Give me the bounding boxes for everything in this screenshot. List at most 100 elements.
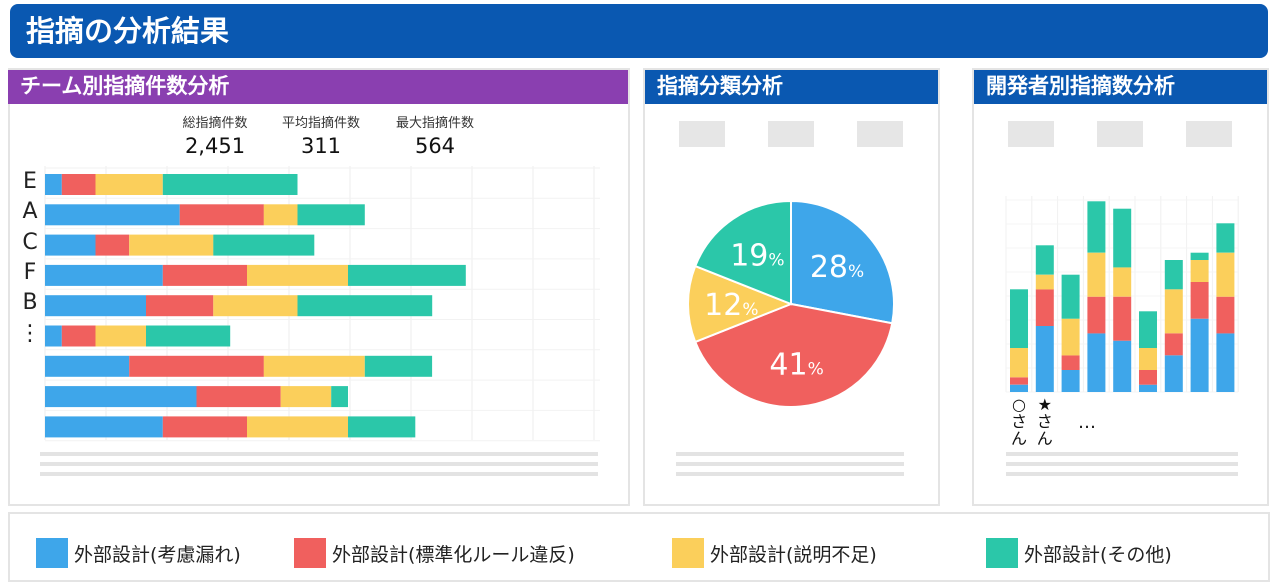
bar-segment: [1035, 274, 1054, 290]
placeholder-box: [1186, 121, 1232, 147]
bar-segment: [213, 234, 315, 256]
legend-swatch: [36, 538, 68, 568]
category-panel-title: 指摘分類分析: [645, 70, 938, 104]
pie-slice: [693, 199, 792, 306]
bar-segment: [61, 174, 96, 195]
pie-value-label: 19%: [730, 239, 784, 274]
bar-segment: [45, 174, 62, 195]
bar-segment: [1010, 289, 1028, 348]
bar-segment: [1216, 252, 1235, 297]
bar-segment: [1113, 208, 1132, 268]
bar-segment: [364, 355, 433, 377]
bar-segment: [1087, 252, 1106, 297]
bar-segment: [1190, 252, 1209, 260]
bar-segment: [1216, 296, 1235, 334]
bar-segment: [213, 295, 298, 317]
bar-segment: [45, 355, 130, 377]
bar-segment: [45, 386, 197, 408]
placeholder-line: [40, 462, 598, 466]
category-label: A: [22, 199, 38, 225]
bar-segment: [196, 386, 281, 408]
placeholder-line: [676, 452, 904, 456]
bar-segment: [1035, 289, 1054, 326]
bar-segment: [1113, 340, 1132, 392]
bar-segment: [45, 325, 62, 347]
bar-segment: [1035, 326, 1054, 392]
placeholder-line: [676, 462, 904, 466]
legend-item-other: 外部設計(その他): [986, 538, 1172, 568]
legend-item-rule-violation: 外部設計(標準化ルール違反): [294, 538, 575, 568]
placeholder-line: [676, 472, 904, 476]
placeholder-box: [1008, 121, 1054, 147]
category-label: F: [23, 259, 37, 285]
category-label: B: [22, 290, 38, 316]
pie-slice: [790, 199, 895, 325]
bar-segment: [1190, 260, 1209, 282]
legend-swatch: [986, 538, 1018, 568]
bar-segment: [1087, 296, 1106, 334]
bar-segment: [1010, 348, 1028, 378]
bar-segment: [146, 325, 231, 347]
kpi-max-label: 最大指摘件数: [395, 116, 474, 131]
bar-segment: [1139, 370, 1157, 385]
bar-segment: [1113, 267, 1132, 297]
bar-segment: [129, 234, 214, 256]
placeholder-box: [679, 121, 725, 147]
legend-label: 外部設計(標準化ルール違反): [332, 543, 575, 566]
bar-segment: [129, 355, 264, 377]
bar-segment: [1010, 384, 1028, 392]
legend-swatch: [672, 538, 704, 568]
category-label: E: [23, 169, 37, 194]
placeholder-box: [1097, 121, 1143, 147]
category-label: ⋮: [19, 320, 41, 346]
bar-segment: [247, 416, 348, 438]
developer-label: ★ さん: [1036, 395, 1053, 448]
pie-value-label: 41%: [769, 348, 823, 383]
placeholder-box: [857, 121, 903, 147]
legend-swatch: [294, 538, 326, 568]
bar-segment: [95, 325, 146, 347]
bar-segment: [247, 264, 348, 286]
bar-segment: [1113, 296, 1132, 341]
legend-label: 外部設計(考慮漏れ): [74, 543, 241, 566]
placeholder-line: [1006, 462, 1238, 466]
placeholder-box: [768, 121, 814, 147]
kpi-total-label: 総指摘件数: [182, 116, 248, 131]
bar-segment: [331, 386, 348, 408]
bar-segment: [1010, 377, 1028, 385]
legend-item-insufficient-explanation: 外部設計(説明不足): [672, 538, 877, 568]
bar-segment: [95, 174, 163, 195]
bar-segment: [348, 416, 416, 438]
kpi-average-value: 311: [300, 134, 342, 158]
developer-panel-title: 開発者別指摘数分析: [974, 70, 1267, 104]
developer-label: ○ さん: [1010, 395, 1027, 448]
bar-segment: [1139, 384, 1157, 392]
placeholder-line: [1006, 452, 1238, 456]
pie-value-label: 28%: [810, 250, 864, 285]
bar-segment: [1216, 223, 1235, 253]
bar-segment: [1164, 333, 1183, 356]
bar-segment: [1061, 318, 1080, 356]
bar-segment: [1164, 355, 1183, 392]
bar-segment: [1139, 348, 1157, 370]
bar-segment: [45, 234, 96, 256]
team-panel-title: チーム別指摘件数分析: [8, 70, 628, 104]
bar-segment: [1164, 260, 1183, 290]
bar-segment: [179, 204, 264, 226]
placeholder-line: [40, 452, 598, 456]
bar-segment: [1061, 370, 1080, 392]
legend: 外部設計(考慮漏れ) 外部設計(標準化ルール違反) 外部設計(説明不足) 外部設…: [8, 512, 1270, 582]
bar-segment: [297, 295, 433, 317]
bar-segment: [45, 204, 180, 226]
bar-segment: [263, 204, 298, 226]
bar-segment: [45, 295, 146, 317]
bar-segment: [1035, 245, 1054, 275]
pie-value-label: 12%: [704, 288, 758, 323]
bar-segment: [45, 416, 163, 438]
bar-segment: [162, 264, 247, 286]
bar-segment: [1216, 333, 1235, 392]
legend-label: 外部設計(説明不足): [710, 543, 877, 566]
bar-segment: [1087, 333, 1106, 392]
category-label: C: [22, 229, 38, 255]
